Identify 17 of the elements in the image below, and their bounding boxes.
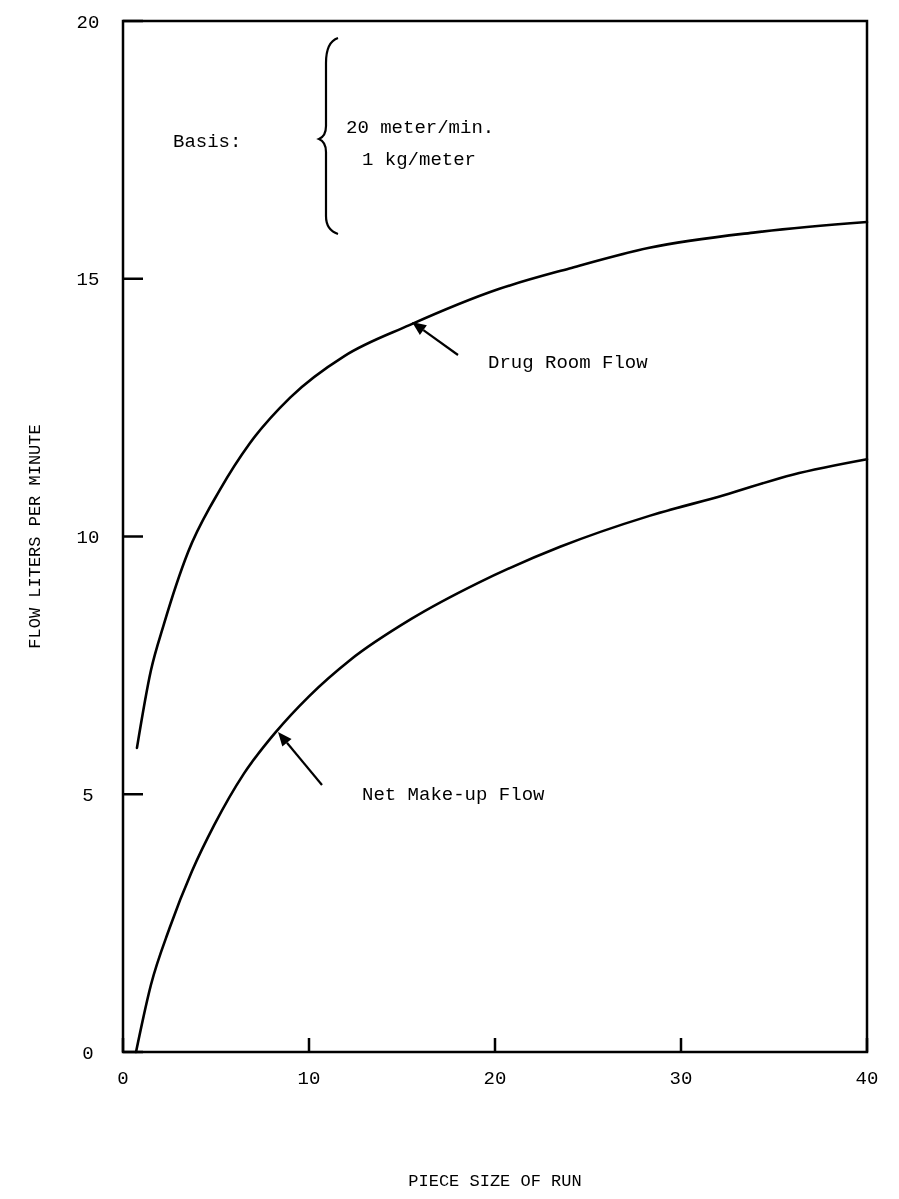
x-axis-title: PIECE SIZE OF RUN [408,1172,582,1191]
y-tick-label: 20 [76,11,100,34]
annotation: Basis: [173,131,242,153]
y-tick-label: 5 [82,784,94,807]
x-tick-label: 20 [483,1068,507,1090]
annotation: Net Make-up Flow [362,784,546,806]
y-axis-title: FLOW LITERS PER MINUTE [26,424,45,649]
annotation: 1 kg/meter [362,149,477,171]
annotation: 20 meter/min. [346,117,495,139]
x-tick-label: 40 [855,1068,879,1090]
y-tick-label: 15 [76,269,100,292]
annotation: Drug Room Flow [488,352,649,374]
x-tick-label: 10 [297,1068,321,1090]
x-tick-label: 30 [669,1068,693,1090]
y-tick-label: 0 [82,1042,94,1065]
x-tick-label: 0 [117,1068,129,1090]
y-tick-label: 10 [76,527,100,550]
